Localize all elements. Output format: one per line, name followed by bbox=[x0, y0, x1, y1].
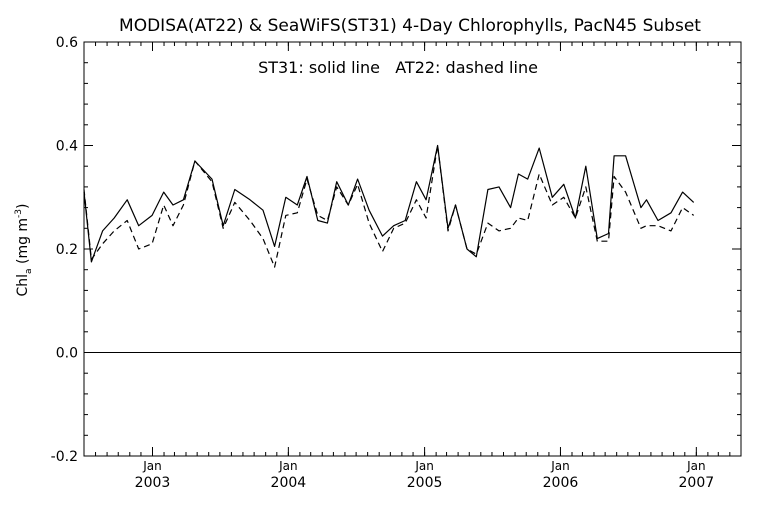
x-tick-year-label: 2007 bbox=[679, 475, 715, 491]
axes-layer: -0.2 0.0 0.2 0.4 0.6 Jan 2003 Jan 2004 Jan 2005 Jan… bbox=[51, 35, 742, 491]
y-tick-label: 0.6 bbox=[56, 35, 78, 51]
x-tick-year-label: 2005 bbox=[407, 475, 443, 491]
x-tick-year-label: 2004 bbox=[271, 475, 307, 491]
x-tick-month-label: Jan bbox=[142, 459, 162, 473]
x-tick-year-label: 2006 bbox=[543, 475, 579, 491]
x-tick-month-label: Jan bbox=[550, 459, 570, 473]
y-tick-label: 0.4 bbox=[56, 139, 78, 155]
x-tick-month-label: Jan bbox=[414, 459, 434, 473]
y-axis-label-main: Chl bbox=[15, 274, 31, 297]
legend-annotation: ST31: solid line AT22: dashed line bbox=[258, 58, 538, 77]
y-tick-label: 0.0 bbox=[56, 346, 78, 362]
y-axis-label-sub: a bbox=[24, 268, 34, 274]
series-line-st31 bbox=[83, 144, 695, 263]
y-tick-label: 0.2 bbox=[56, 242, 78, 258]
y-axis-label: Chla (mg m-3) bbox=[14, 203, 34, 296]
y-tick-label: -0.2 bbox=[51, 449, 78, 465]
series-line-at22 bbox=[83, 144, 695, 268]
y-axis-label-unit: (mg m bbox=[15, 218, 31, 269]
series-layer bbox=[83, 144, 695, 268]
plot-frame bbox=[83, 41, 742, 457]
x-tick-month-label: Jan bbox=[686, 459, 706, 473]
y-axis-label-unit-sup: -3 bbox=[14, 209, 24, 218]
y-axis-label-unit-close: ) bbox=[15, 203, 31, 208]
chart-title: MODISA(AT22) & SeaWiFS(ST31) 4-Day Chlor… bbox=[119, 16, 701, 36]
x-tick-month-label: Jan bbox=[278, 459, 298, 473]
x-tick-year-label: 2003 bbox=[135, 475, 171, 491]
